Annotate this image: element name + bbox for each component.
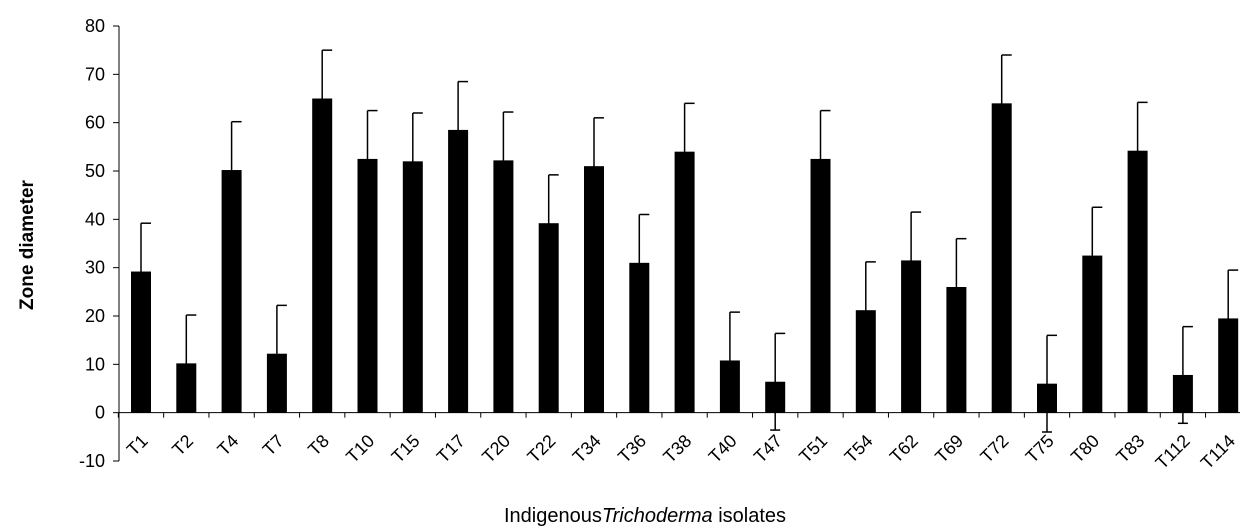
x-tick-label: T83 [1112,431,1148,467]
x-tick-label: T114 [1197,431,1239,473]
x-tick-label: T10 [342,431,378,467]
x-tick-label: T22 [523,431,559,467]
y-tick-label: 10 [85,354,105,374]
x-tick-label: T8 [304,431,333,460]
x-tick-label: T75 [1022,431,1058,467]
x-tick-label: T20 [478,431,514,467]
x-tick-label: T1 [123,431,152,460]
y-tick-label: 40 [85,209,105,229]
x-tick-label: T36 [614,431,650,467]
x-tick-label: T47 [750,431,786,467]
x-tick-label: T15 [388,431,424,467]
x-axis-label: IndigenousTrichoderma isolates [504,505,786,527]
y-tick-label: -10 [79,451,105,471]
y-tick-label: 80 [85,16,105,36]
x-tick-label: T4 [213,431,242,460]
x-tick-label: T34 [569,431,605,467]
x-axis-label-italic: Trichoderma [602,505,713,527]
y-axis-label: Zone diameter [17,179,38,309]
x-tick-label: T54 [841,431,877,467]
y-tick-label: 60 [85,113,105,133]
x-tick-label: T40 [705,431,741,467]
x-tick-label: T7 [259,431,288,460]
x-axis-label-suffix: isolates [713,505,786,527]
x-tick-label: T80 [1067,431,1103,467]
y-tick-label: 50 [85,161,105,181]
x-tick-label: T112 [1152,431,1194,473]
x-tick-label: T69 [931,431,967,467]
y-tick-label: 0 [95,403,105,423]
x-tick-label: T72 [976,431,1012,467]
x-tick-label: T17 [433,431,469,467]
x-axis: T1 T2 T4 T7 T8 T10 T15 T17 T20 T22 T34 T36 T38 T40 T47… [118,413,1240,473]
y-tick-label: 20 [85,306,105,326]
x-tick-label: T38 [659,431,695,467]
y-tick-label: 70 [85,64,105,84]
y-tick-label: 30 [85,258,105,278]
y-axis: -10 0 10 20 30 40 50 60 70 80 [79,16,119,471]
x-tick-label: T51 [795,431,831,467]
x-tick-label: T62 [886,431,922,467]
x-tick-label: T2 [168,431,197,460]
x-axis-label-prefix: Indigenous [504,505,602,527]
